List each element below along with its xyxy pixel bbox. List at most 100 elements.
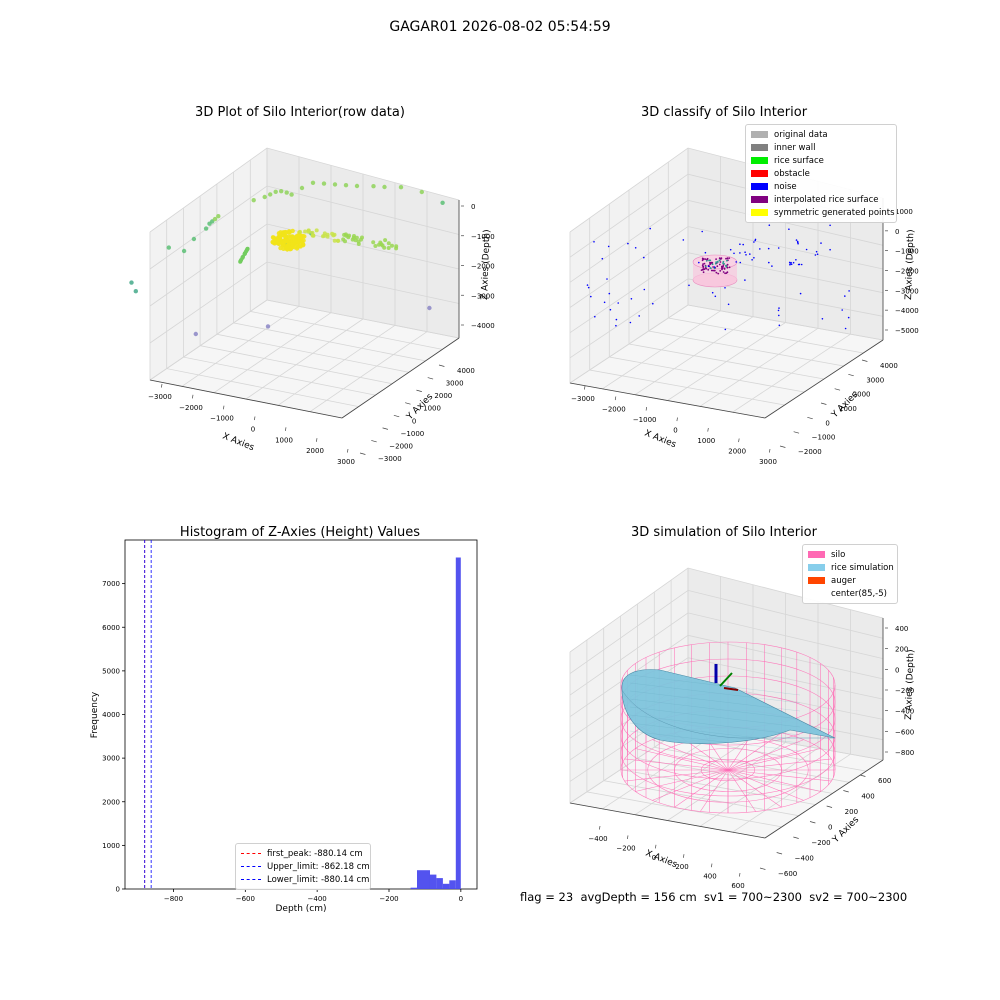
grid-line-z — [569, 304, 884, 384]
noise-point — [753, 241, 755, 243]
plot1-y-tick-label: −2000 — [389, 442, 413, 450]
legend-swatch — [808, 564, 825, 571]
legend-label: center(85,-5) — [831, 588, 887, 599]
legend-swatch — [751, 209, 768, 216]
data-point — [354, 235, 359, 240]
data-point — [292, 245, 297, 250]
plot1-x-tick — [254, 416, 256, 421]
histogram-bar — [436, 878, 443, 889]
data-point — [371, 240, 376, 245]
data-point — [281, 246, 286, 251]
data-point — [181, 248, 187, 254]
legend-item-first-peak: first_peak: -880.14 cm — [241, 847, 365, 860]
legend-label: noise — [774, 181, 797, 192]
legend-label: obstacle — [774, 168, 810, 179]
plot4-y-tick — [776, 852, 783, 855]
plot4-z-tick-label: −400 — [895, 708, 914, 716]
data-point — [239, 258, 244, 262]
legend-item-center: center(85,-5) — [808, 587, 892, 600]
noise-point — [759, 248, 761, 250]
data-point — [341, 237, 346, 242]
legend-line — [241, 866, 261, 867]
plot2-y-tick-label: −1000 — [812, 434, 836, 442]
plot4-ylabel: Y Axies — [830, 815, 861, 846]
data-point — [352, 234, 356, 238]
noise-point — [609, 308, 612, 311]
y-tick-label: 4000 — [102, 711, 120, 719]
noise-point — [795, 239, 798, 241]
noise-point — [778, 314, 780, 317]
legend-item-symmetric: symmetric generated points — [751, 206, 895, 219]
noise-point — [795, 259, 797, 261]
legend-item-upper-limit: Upper_limit: -862.18 cm — [241, 860, 370, 873]
plot1-y-tick — [393, 414, 400, 418]
grid-line-z — [569, 252, 884, 334]
interpolated-point — [702, 263, 704, 266]
rice-mesh — [629, 706, 801, 728]
plot2-x-tick-label: −2000 — [602, 406, 626, 414]
plot4-x-tick — [711, 863, 713, 868]
plot4-y-tick — [809, 821, 816, 824]
plot4-x-tick — [683, 854, 685, 858]
legend-item-obstacle: obstacle — [751, 167, 891, 180]
plot1-y-tick-label: 2000 — [434, 392, 452, 400]
plot2-y-tick-label: 0 — [825, 419, 829, 427]
data-point — [343, 183, 349, 188]
plot2-y-tick-label: −2000 — [798, 448, 822, 456]
noise-point — [739, 261, 742, 264]
plot3-legend: first_peak: -880.14 cm Upper_limit: -862… — [235, 843, 371, 890]
data-point — [298, 244, 303, 249]
noise-point — [682, 239, 685, 241]
data-point — [166, 245, 171, 250]
legend-swatch — [751, 170, 768, 177]
data-point — [296, 233, 302, 238]
data-point — [280, 240, 285, 245]
plot4-y-tick — [826, 805, 833, 808]
plot2-y-tick — [834, 388, 841, 391]
data-point — [290, 228, 295, 234]
data-point — [300, 240, 305, 246]
interpolated-point — [703, 268, 706, 271]
plot1-y-tick — [405, 402, 411, 405]
plot4-xlabel: X Axies — [644, 849, 679, 871]
plot3-xlabel: Depth (cm) — [275, 904, 326, 914]
data-point — [347, 233, 352, 238]
rice-point — [704, 265, 707, 268]
y-axis-line — [341, 337, 460, 419]
plot4-title: 3D simulation of Silo Interior — [631, 525, 818, 540]
noise-point — [797, 263, 800, 266]
y-tick-label: 1000 — [102, 842, 120, 850]
data-point — [270, 235, 276, 240]
plot4-3d-simulation: −400−2000200400600−600−400−2000200400600… — [569, 567, 914, 890]
rice-surface — [621, 669, 836, 744]
plot4-x-tick-label: 200 — [675, 863, 688, 871]
x-axis-line — [569, 802, 766, 839]
noise-point — [729, 248, 732, 251]
x-tick-label: −800 — [164, 895, 183, 903]
plot4-y-tick-label: −400 — [795, 855, 814, 863]
rice-mesh — [629, 690, 801, 712]
legend-item-rice-surface: rice surface — [751, 154, 891, 167]
plot1-y-tick — [371, 440, 377, 443]
data-point — [273, 189, 278, 194]
data-point — [373, 244, 378, 248]
data-point — [386, 246, 391, 250]
noise-point — [814, 254, 817, 256]
noise-point — [603, 301, 606, 304]
legend-swatch — [808, 577, 825, 584]
interpolated-point — [702, 267, 705, 269]
interpolated-point — [728, 257, 731, 259]
plot1-title: 3D Plot of Silo Interior(row data) — [195, 105, 405, 120]
rice-point — [705, 260, 708, 262]
interpolated-point — [702, 271, 705, 274]
plot4-legend: silo rice simulation auger center(85,-5) — [802, 544, 898, 604]
plot2-z-tick-label: −2000 — [895, 268, 919, 276]
plot1-y-tick — [416, 389, 422, 392]
plot2-x-tick-label: −1000 — [633, 416, 657, 424]
plot1-x-tick-label: −1000 — [210, 415, 234, 423]
plot1-3d-scatter: −3000 −2000 −1000 0 1000 2000 3000 −3000 −2000 −1… — [129, 147, 495, 466]
plot1-x-tick — [161, 383, 163, 388]
noise-point — [744, 251, 746, 253]
auger-green — [719, 672, 733, 687]
noise-point — [799, 292, 802, 295]
